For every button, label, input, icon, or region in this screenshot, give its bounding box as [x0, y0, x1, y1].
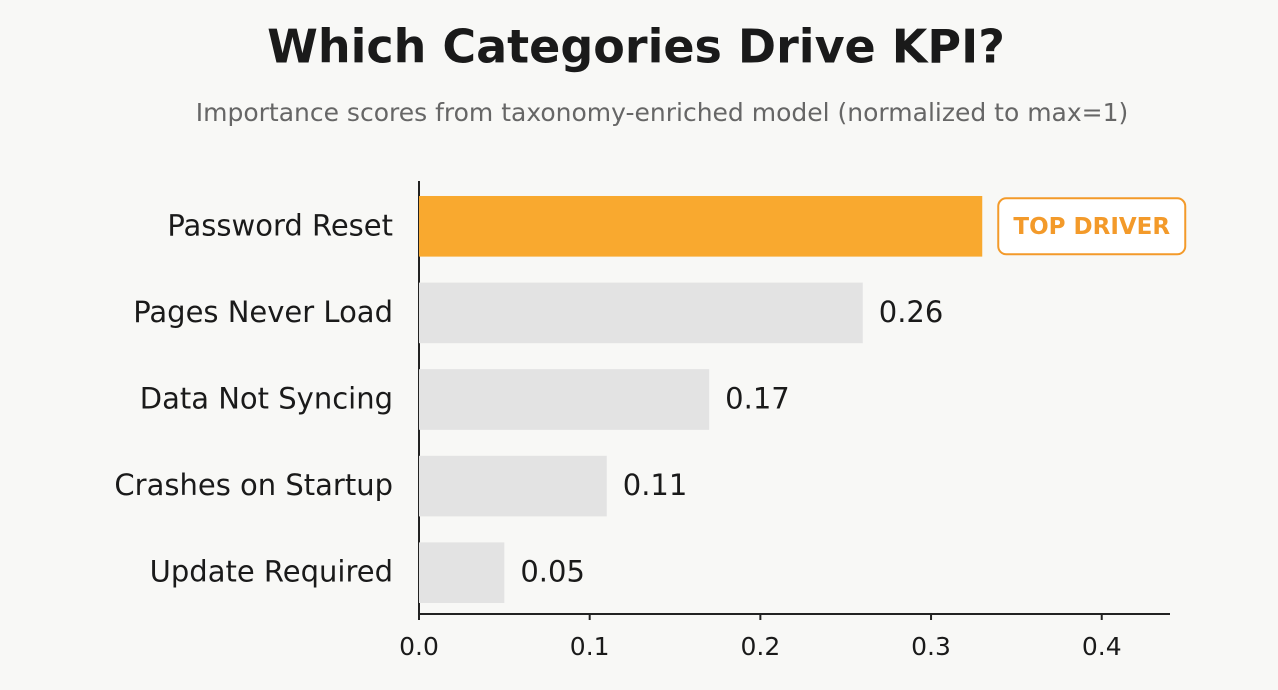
- x-tick-label: 0.0: [399, 632, 439, 661]
- y-tick-label: Crashes on Startup: [114, 468, 393, 502]
- value-label: 0.11: [623, 468, 688, 502]
- y-tick-label: Pages Never Load: [133, 295, 393, 329]
- bar: [419, 542, 505, 604]
- bar: [419, 455, 607, 517]
- y-tick-label: Password Reset: [167, 208, 393, 242]
- annotation-box: [997, 197, 1187, 256]
- annotation: TOP DRIVER: [1013, 214, 1170, 240]
- y-tick-label: Data Not Syncing: [140, 382, 393, 416]
- x-tick-label: 0.4: [1082, 632, 1122, 661]
- value-label: 0.05: [520, 555, 585, 589]
- bar: [419, 195, 983, 257]
- value-label: 0.17: [725, 382, 790, 416]
- x-tick-label: 0.1: [570, 632, 610, 661]
- bar: [419, 369, 710, 430]
- chart-title: Which Categories Drive KPI?: [267, 20, 1005, 74]
- chart-subtitle: Importance scores from taxonomy-enriched…: [196, 98, 1129, 127]
- bar: [419, 282, 863, 344]
- y-tick-label: Update Required: [150, 555, 393, 589]
- x-tick-label: 0.3: [911, 632, 951, 661]
- value-label: 0.26: [879, 295, 944, 329]
- x-tick-label: 0.2: [740, 632, 780, 661]
